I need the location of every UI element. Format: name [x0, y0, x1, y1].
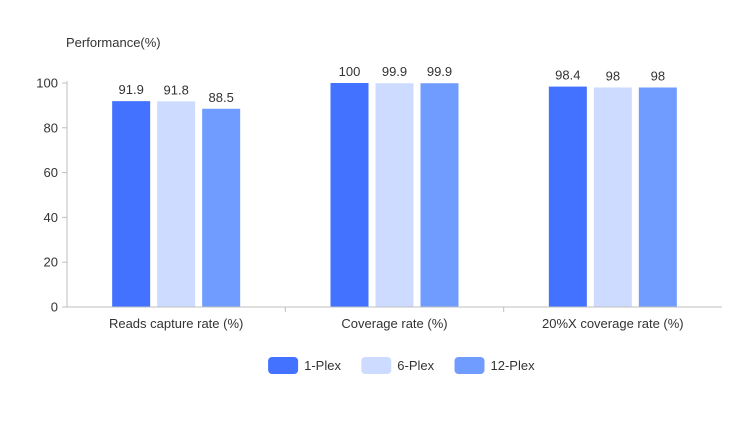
bar-data-label: 91.8 [164, 82, 189, 97]
bar-data-label: 100 [339, 64, 361, 79]
legend-swatch [268, 357, 299, 374]
bar [375, 83, 414, 307]
bar [157, 101, 196, 307]
y-tick-label: 80 [44, 120, 58, 135]
y-tick-label: 20 [44, 255, 58, 270]
bar-data-label: 88.5 [209, 90, 234, 105]
bars [112, 83, 677, 307]
y-axis: 0 20 40 60 80 100 [36, 76, 68, 315]
bar [548, 86, 587, 307]
bar-data-label: 98 [651, 68, 665, 83]
bar-data-label: 99.9 [382, 64, 407, 79]
legend-label: 6-Plex [397, 358, 434, 373]
bar [420, 83, 459, 307]
x-category-label: Coverage rate (%) [341, 316, 447, 331]
bar [593, 87, 632, 307]
y-tick-label: 60 [44, 165, 58, 180]
legend-swatch [454, 357, 485, 374]
legend-swatch [361, 357, 392, 374]
data-labels: 91.9 91.8 88.5 100 99.9 99.9 98.4 98 98 [119, 64, 666, 105]
bar-data-label: 98 [606, 68, 620, 83]
bar [638, 87, 677, 307]
x-axis: Reads capture rate (%) Coverage rate (%) 2… [67, 306, 722, 331]
x-category-label: 20%X coverage rate (%) [542, 316, 684, 331]
legend-label: 1-Plex [304, 358, 341, 373]
legend: 1-Plex 6-Plex 12-Plex [268, 357, 535, 374]
legend-label: 12-Plex [491, 358, 536, 373]
bar [330, 83, 369, 307]
y-tick-label: 40 [44, 210, 58, 225]
bar-data-label: 99.9 [427, 64, 452, 79]
bar [202, 108, 241, 307]
y-tick-label: 100 [36, 76, 58, 91]
x-category-label: Reads capture rate (%) [109, 316, 243, 331]
bar-data-label: 98.4 [555, 68, 580, 83]
y-axis-title: Performance(%) [66, 35, 161, 50]
y-tick-label: 0 [51, 300, 58, 315]
bar [112, 101, 151, 307]
bar-data-label: 91.9 [119, 82, 144, 97]
